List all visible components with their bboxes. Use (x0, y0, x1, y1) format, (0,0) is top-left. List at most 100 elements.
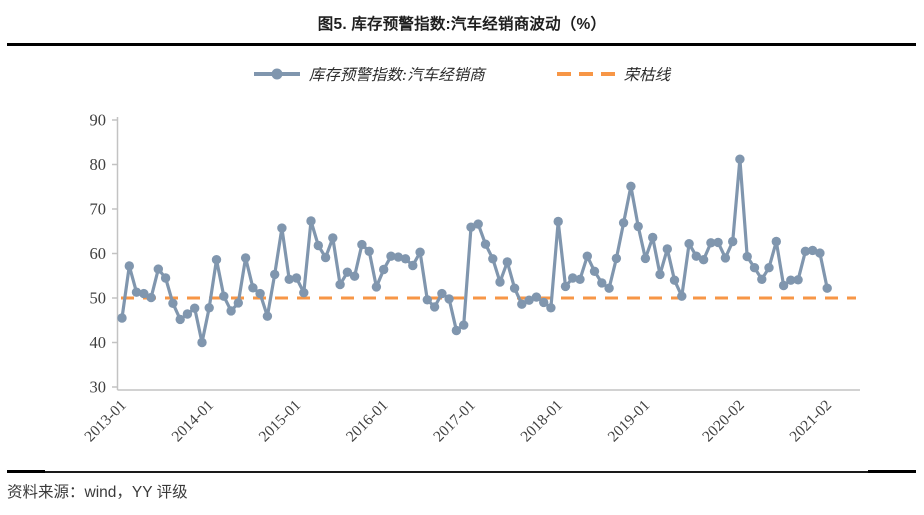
data-point (197, 337, 207, 348)
title-divider-rule (7, 43, 916, 46)
data-point (139, 288, 149, 299)
data-point (815, 248, 825, 258)
data-point (437, 288, 447, 299)
data-point (568, 273, 578, 283)
data-point (255, 288, 265, 299)
data-point (211, 255, 222, 265)
data-point (357, 239, 367, 250)
data-point (240, 253, 251, 263)
line-marker-icon (253, 68, 300, 80)
data-point (124, 261, 134, 271)
data-point (400, 254, 411, 264)
data-point (735, 154, 745, 164)
data-point (422, 295, 432, 305)
data-point (146, 292, 156, 303)
y-tick-label: 70 (90, 200, 107, 219)
data-point (429, 302, 440, 312)
data-point (335, 279, 345, 290)
data-point (233, 298, 243, 308)
data-point (589, 266, 600, 276)
data-point (160, 273, 171, 283)
data-point (524, 295, 534, 305)
data-point (757, 274, 767, 284)
figure-title: 图5. 库存预警指数:汽车经销商波动（%） (317, 16, 607, 33)
series-line (120, 157, 829, 345)
bottom-rule-thick-left (7, 469, 45, 473)
data-point (495, 277, 505, 287)
data-point (299, 288, 309, 298)
data-point (349, 271, 360, 281)
data-point (822, 283, 832, 293)
data-point (662, 244, 672, 254)
data-point (728, 236, 738, 247)
data-point (786, 275, 796, 285)
data-point (313, 240, 323, 251)
data-point (226, 306, 236, 316)
data-point (669, 275, 680, 285)
data-point (284, 274, 294, 284)
data-point (611, 253, 622, 264)
data-point (219, 291, 229, 301)
data-point (778, 280, 789, 291)
data-point (771, 236, 781, 247)
data-point (291, 273, 302, 283)
x-tick-label: 2018-01 (517, 397, 566, 446)
data-point (691, 251, 701, 261)
data-point (706, 238, 716, 248)
data-point (618, 218, 629, 228)
data-point (800, 246, 811, 256)
data-point (742, 251, 752, 262)
data-point (371, 282, 382, 292)
legend-threshold-label: 荣枯线 (623, 67, 671, 84)
dashed-line-icon (556, 72, 615, 76)
data-point (488, 254, 498, 264)
y-tick-label: 40 (90, 333, 107, 352)
data-point (117, 313, 127, 323)
legend-item-threshold: 荣枯线 (556, 63, 671, 85)
data-point (720, 253, 731, 263)
data-point (393, 252, 403, 262)
data-point (248, 283, 258, 293)
bottom-rule-thick-right (868, 469, 916, 473)
data-point (204, 303, 214, 313)
data-point (328, 233, 338, 243)
data-point (582, 251, 592, 261)
x-tick-label: 2021-02 (786, 397, 835, 446)
data-point (320, 252, 331, 263)
data-point-icon (271, 68, 283, 80)
x-tick-label: 2019-01 (605, 397, 654, 446)
data-point (342, 267, 353, 277)
data-point (546, 303, 556, 313)
data-point (262, 311, 273, 321)
data-point (466, 222, 476, 232)
bottom-divider-rule (7, 471, 916, 473)
data-point (713, 237, 723, 248)
data-point (451, 325, 462, 336)
data-point (684, 239, 694, 249)
chart-legend: 库存预警指数:汽车经销商 荣枯线 (0, 63, 924, 85)
data-point (386, 251, 396, 261)
y-tick-label: 50 (90, 289, 107, 308)
data-point (277, 223, 287, 233)
source-note: 资料来源：wind，YY 评级 (7, 484, 188, 501)
data-point (306, 216, 316, 226)
x-tick-label: 2015-01 (256, 397, 305, 446)
data-point (655, 269, 665, 280)
data-point (473, 219, 483, 229)
data-point (560, 281, 571, 292)
y-tick-label: 30 (90, 378, 107, 397)
data-point (408, 260, 418, 271)
data-point (502, 257, 512, 267)
data-point (575, 274, 585, 284)
data-point (190, 303, 200, 313)
data-point (793, 275, 803, 285)
data-point (379, 264, 389, 275)
data-point (626, 181, 636, 191)
data-point (749, 263, 760, 273)
data-point (415, 247, 425, 257)
data-point (648, 232, 658, 243)
data-point (597, 278, 607, 288)
data-point (182, 309, 193, 319)
